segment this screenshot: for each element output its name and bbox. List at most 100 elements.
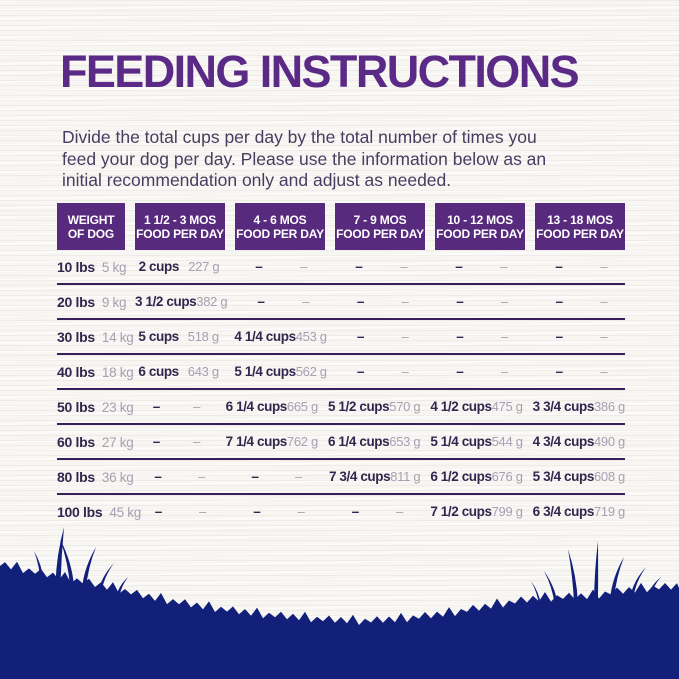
grass-blade-shape [610, 557, 624, 600]
amount-cell: 7 1/2 cups 799 g [430, 504, 523, 519]
amount-cell: – – [135, 469, 222, 484]
cups-value: – [253, 504, 261, 519]
column-header: 7 - 9 MOS FOOD PER DAY [335, 203, 425, 250]
amount-cell: – – [235, 259, 325, 274]
amount-cell: 6 1/2 cups 676 g [430, 469, 523, 484]
weight-kg-value: 18 kg [101, 364, 134, 380]
grams-value: – [600, 329, 608, 344]
column-header-line1: 13 - 18 MOS [547, 212, 613, 227]
weight-kg-value: 27 kg [101, 434, 134, 450]
amount-cell: – – [135, 504, 223, 519]
grass-blade-shape [98, 563, 114, 592]
cups-value: 7 1/4 cups [225, 434, 288, 449]
column-header-line2: FOOD PER DAY [536, 226, 624, 241]
column-header-line1: WEIGHT [67, 212, 115, 227]
weight-lbs-value: 100 lbs [57, 503, 103, 520]
column-header-line1: 10 - 12 MOS [447, 212, 513, 227]
cups-value: – [456, 294, 464, 309]
grams-value: – [500, 259, 508, 274]
cups-value: 3 1/2 cups [135, 294, 197, 309]
cups-value: 4 1/4 cups [234, 329, 296, 344]
amount-cell: – – [335, 259, 425, 274]
grams-value: – [300, 259, 308, 274]
grams-value: – [501, 294, 508, 309]
weight-cell: 60 lbs 27 kg [57, 433, 134, 450]
grams-value: – [197, 469, 205, 484]
cups-value: 6 1/4 cups [327, 434, 390, 449]
weight-cell: 30 lbs 14 kg [57, 328, 134, 345]
weight-lbs-value: 30 lbs [57, 328, 95, 345]
weight-kg-value: 45 kg [109, 504, 141, 520]
intro-text-line: feed your dog per day. Please use the in… [62, 148, 547, 169]
weight-cell: 50 lbs 23 kg [57, 399, 134, 415]
grams-value: – [401, 329, 409, 344]
cups-value: – [355, 259, 363, 274]
amount-cell: 6 1/4 cups 653 g [327, 434, 421, 449]
weight-kg-value: 5 kg [101, 259, 127, 275]
grams-value: – [400, 259, 408, 274]
amount-cell: 5 1/2 cups 570 g [327, 399, 421, 414]
intro-text-line: initial recommendation only and adjust a… [62, 170, 452, 190]
amount-cell: – – [337, 364, 426, 379]
grams-value: – [193, 434, 201, 449]
grams-value: 653 g [389, 434, 421, 449]
grams-value: 665 g [286, 399, 318, 414]
table-header-row: WEIGHT OF DOG 1 1/2 - 3 MOS FOOD PER DAY 4 -… [57, 203, 625, 250]
amount-cell: 6 3/4 cups 719 g [533, 504, 626, 519]
amount-cell: – – [536, 329, 625, 344]
cups-value: 5 1/4 cups [234, 364, 296, 379]
amount-cell: – – [535, 259, 625, 274]
weight-lbs-value: 20 lbs [57, 293, 95, 310]
column-header-line2: FOOD PER DAY [436, 226, 524, 241]
cups-value: 5 1/2 cups [327, 399, 390, 414]
weight-lbs-value: 10 lbs [57, 258, 95, 275]
table-body: 10 lbs 5 kg 2 cups 227 g – – – – – – – –20 lbs 9 kg 3… [57, 250, 625, 528]
grams-value: 719 g [593, 504, 625, 519]
cups-value: – [555, 259, 563, 274]
cups-value: 2 cups [138, 259, 180, 274]
grams-value: – [501, 364, 508, 379]
amount-cell: – – [436, 294, 525, 309]
amount-cell: – – [337, 329, 426, 344]
page-title: FEEDING INSTRUCTIONS [60, 46, 580, 97]
amount-cell: 3 1/2 cups 382 g [135, 294, 228, 309]
cups-value: 7 1/2 cups [430, 504, 492, 519]
grass-blade-shape [594, 541, 599, 602]
cups-value: 6 1/4 cups [225, 399, 288, 414]
grams-value: – [600, 294, 608, 309]
grams-value: – [401, 294, 409, 309]
amount-cell: 5 3/4 cups 608 g [533, 469, 626, 484]
amount-cell: 7 1/4 cups 762 g [225, 434, 319, 449]
grams-value: 227 g [188, 259, 220, 274]
cups-value: – [356, 364, 365, 379]
grams-value: – [193, 399, 201, 414]
grass-blade-shape [544, 571, 558, 605]
grams-value: – [600, 364, 608, 379]
cups-value: – [351, 504, 360, 519]
cups-value: 6 1/2 cups [430, 469, 492, 484]
grams-value: 643 g [187, 364, 219, 379]
grams-value: 676 g [491, 469, 523, 484]
weight-cell: 40 lbs 18 kg [57, 364, 134, 380]
grams-value: 570 g [389, 399, 421, 414]
cups-value: – [456, 329, 464, 344]
amount-cell: 5 1/4 cups 562 g [234, 364, 327, 379]
weight-lbs-value: 60 lbs [57, 433, 95, 450]
cups-value: 3 3/4 cups [532, 399, 595, 414]
amount-cell: 5 cups 518 g [135, 329, 224, 344]
cups-value: – [255, 259, 263, 274]
grams-value: 562 g [295, 364, 327, 379]
grams-value: 799 g [491, 504, 523, 519]
grams-value: 518 g [187, 329, 219, 344]
amount-cell: 7 3/4 cups 811 g [329, 469, 421, 484]
amount-cell: 6 1/4 cups 665 g [225, 399, 319, 414]
grass-blade-shape [568, 549, 578, 604]
weight-kg-value: 23 kg [101, 399, 134, 415]
weight-cell: 10 lbs 5 kg [57, 258, 127, 275]
grams-value: – [501, 329, 508, 344]
grass-blade-shape [82, 547, 96, 589]
amount-cell: – – [436, 329, 525, 344]
